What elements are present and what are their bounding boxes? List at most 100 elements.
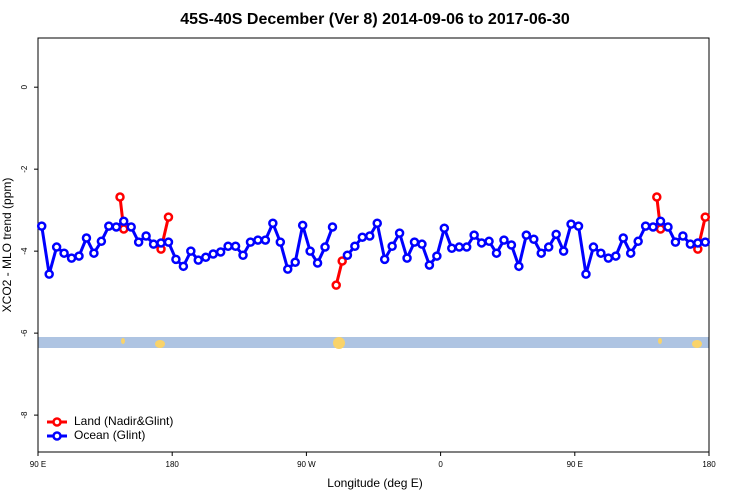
y-tick-label: -6 xyxy=(20,329,29,337)
data-point xyxy=(201,252,211,263)
data-point xyxy=(566,219,576,229)
data-point xyxy=(186,246,196,256)
data-point xyxy=(66,253,77,263)
data-point xyxy=(357,232,368,242)
data-point xyxy=(118,216,129,226)
data-point xyxy=(365,231,375,241)
data-point xyxy=(379,254,390,265)
data-point xyxy=(618,233,629,243)
x-tick-label: 180 xyxy=(166,460,180,469)
data-point xyxy=(230,241,241,251)
data-point xyxy=(275,237,286,247)
data-point xyxy=(89,248,99,258)
data-point xyxy=(648,222,658,232)
data-point xyxy=(536,248,546,258)
data-point xyxy=(133,237,144,247)
x-tick-label: 90 W xyxy=(297,460,316,469)
data-point xyxy=(700,212,711,222)
x-axis-label: Longitude (deg E) xyxy=(327,476,422,490)
data-point xyxy=(141,231,151,241)
data-point xyxy=(655,216,666,226)
legend-marker xyxy=(52,417,62,427)
data-point xyxy=(215,247,226,257)
data-point xyxy=(402,253,412,263)
series-line xyxy=(118,196,707,286)
land-patch xyxy=(692,340,702,348)
data-point xyxy=(171,254,181,265)
data-point xyxy=(693,238,703,248)
data-point xyxy=(506,240,517,250)
x-tick-label: 90 E xyxy=(567,460,583,469)
y-axis-label: XCO2 - MLO trend (ppm) xyxy=(0,178,14,313)
data-point xyxy=(320,242,330,252)
legend-marker xyxy=(52,431,62,441)
y-tick-label: 0 xyxy=(20,84,29,89)
data-point xyxy=(663,222,673,232)
legend-label: Ocean (Glint) xyxy=(74,428,145,442)
data-point xyxy=(387,241,397,251)
chart-title: 45S-40S December (Ver 8) 2014-09-06 to 2… xyxy=(180,11,570,28)
data-point xyxy=(700,237,711,247)
data-point xyxy=(640,221,651,231)
data-point xyxy=(126,222,136,232)
map-strip xyxy=(38,337,709,349)
land-patch xyxy=(121,338,125,344)
data-point xyxy=(51,242,62,252)
data-point xyxy=(581,269,591,279)
data-point xyxy=(625,248,636,258)
data-point xyxy=(115,192,125,202)
data-point xyxy=(253,235,263,245)
data-point xyxy=(529,234,539,245)
data-point xyxy=(268,218,278,229)
land-patch xyxy=(658,338,662,344)
data-point xyxy=(417,239,427,249)
data-point xyxy=(59,248,69,258)
legend xyxy=(40,410,190,446)
data-point xyxy=(551,229,561,240)
data-point xyxy=(633,236,643,247)
x-tick-label: 0 xyxy=(438,460,443,469)
data-point xyxy=(208,249,218,259)
data-point xyxy=(432,251,442,261)
y-tick-label: -8 xyxy=(20,411,29,419)
data-point xyxy=(461,242,472,252)
data-point xyxy=(331,280,341,290)
data-point xyxy=(394,228,405,238)
data-point xyxy=(312,258,323,268)
x-tick-label: 90 E xyxy=(30,460,46,469)
data-point xyxy=(521,230,532,240)
data-point xyxy=(111,222,122,232)
data-point xyxy=(439,223,450,233)
data-point xyxy=(655,224,666,234)
data-point xyxy=(447,243,457,254)
data-point xyxy=(543,242,554,252)
data-point xyxy=(163,212,174,222)
data-point xyxy=(476,238,487,248)
ocean-strip xyxy=(38,337,709,348)
data-point xyxy=(238,250,248,260)
data-point xyxy=(193,255,204,265)
data-point xyxy=(337,256,347,266)
legend-label: Land (Nadir&Glint) xyxy=(74,414,173,428)
x-tick-label: 180 xyxy=(702,460,716,469)
data-point xyxy=(148,239,159,249)
data-point xyxy=(558,246,569,256)
data-point xyxy=(484,236,494,247)
data-point xyxy=(514,261,524,272)
data-point xyxy=(81,233,92,243)
data-point xyxy=(603,253,614,263)
y-tick-label: -4 xyxy=(20,247,29,255)
data-point xyxy=(652,192,662,202)
data-point xyxy=(678,231,688,241)
data-point xyxy=(283,264,293,274)
data-point xyxy=(342,250,353,260)
data-point xyxy=(491,248,502,258)
data-point xyxy=(469,230,479,240)
data-point xyxy=(44,269,54,279)
land-patch xyxy=(155,340,165,348)
data-point xyxy=(409,237,420,247)
y-tick-label: -2 xyxy=(20,165,29,173)
data-point xyxy=(96,236,107,247)
data-point xyxy=(118,224,129,234)
